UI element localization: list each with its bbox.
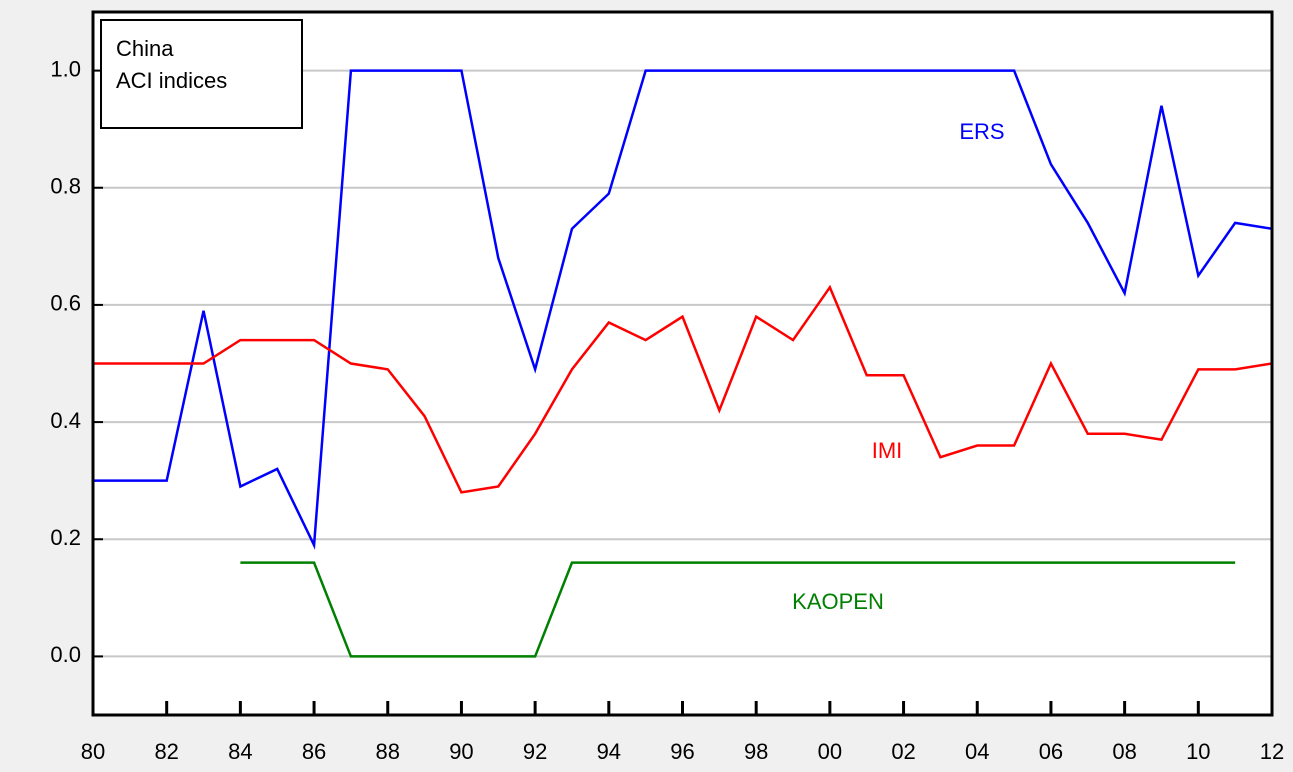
series-line xyxy=(93,69,1273,550)
x-tick-label: 88 xyxy=(376,739,400,764)
x-tick-label: 06 xyxy=(1039,739,1063,764)
x-tick-label: 82 xyxy=(154,739,178,764)
x-tick-label: 94 xyxy=(597,739,621,764)
x-tick-label: 80 xyxy=(81,739,105,764)
series-label: IMI xyxy=(872,438,903,463)
x-tick-label: 84 xyxy=(228,739,252,764)
plot-border xyxy=(91,10,1274,717)
x-tick-label: 12 xyxy=(1260,739,1284,764)
note-text: ACI indices xyxy=(116,68,227,93)
series-label: KAOPEN xyxy=(792,589,884,614)
y-tick-label: 0.0 xyxy=(50,642,81,667)
y-tick-label: 0.2 xyxy=(50,525,81,550)
y-tick-label: 0.4 xyxy=(50,408,81,433)
note-box xyxy=(100,19,303,129)
x-tick-label: 08 xyxy=(1112,739,1136,764)
x-tick-label: 02 xyxy=(891,739,915,764)
y-tick-label: 0.8 xyxy=(50,174,81,199)
note-text: China xyxy=(116,36,174,61)
y-tick-label: 0.6 xyxy=(50,291,81,316)
plot-area xyxy=(93,12,1272,715)
series-line xyxy=(240,561,1236,658)
series-label: ERS xyxy=(959,119,1004,144)
x-tick-label: 00 xyxy=(818,739,842,764)
y-tick-label: 1.0 xyxy=(50,56,81,81)
x-tick-label: 04 xyxy=(965,739,989,764)
x-tick-label: 92 xyxy=(523,739,547,764)
series-line xyxy=(93,284,1273,494)
x-tick-label: 86 xyxy=(302,739,326,764)
x-tick-label: 90 xyxy=(449,739,473,764)
x-tick-label: 10 xyxy=(1186,739,1210,764)
x-tick-label: 96 xyxy=(670,739,694,764)
x-tick-label: 98 xyxy=(744,739,768,764)
